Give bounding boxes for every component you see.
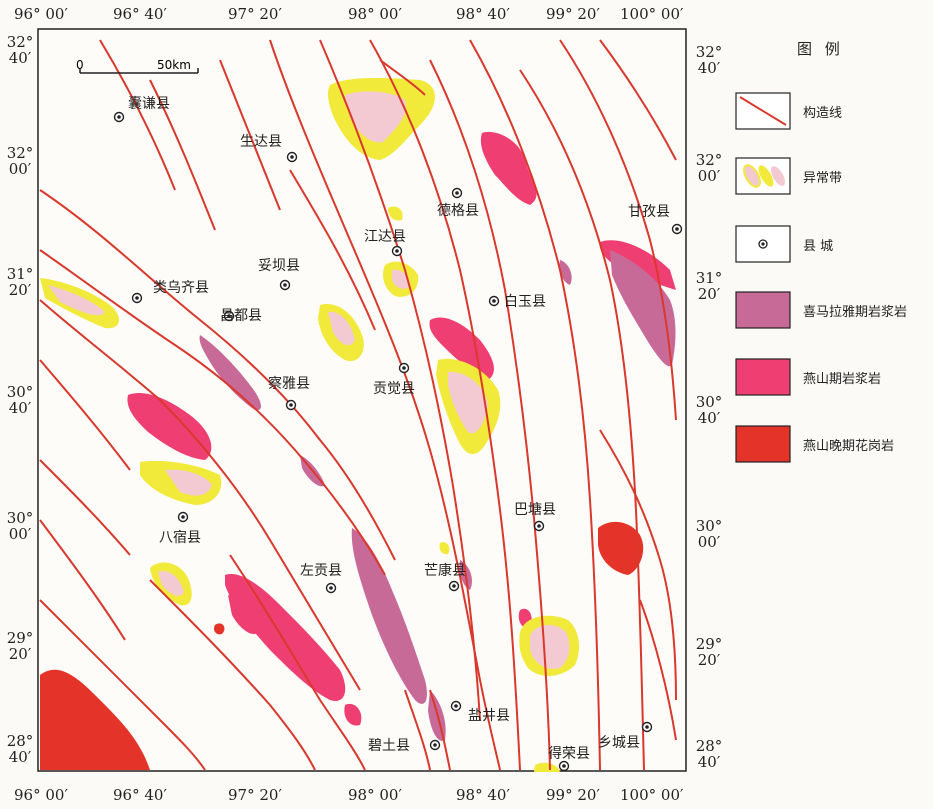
latitude-tick-right: 29° 20′	[695, 635, 723, 669]
legend-label: 燕山期岩浆岩	[803, 372, 882, 387]
county-label: 白玉县	[504, 294, 546, 310]
fault-lines	[39, 39, 677, 771]
longitude-tick-bottom: 98° 40′	[456, 786, 510, 804]
latitude-tick-left: 28° 40′	[6, 732, 34, 766]
county-marker-dot	[537, 524, 541, 528]
county-label: 德格县	[437, 203, 479, 219]
legend-label: 喜马拉雅期岩浆岩	[803, 305, 908, 320]
county-marker-dot	[329, 586, 333, 590]
county-label: 类乌齐县	[153, 280, 209, 296]
longitude-tick-top: 96° 40′	[113, 5, 167, 23]
longitude-tick-top: 98° 00′	[348, 5, 402, 23]
longitude-tick-top: 98° 40′	[456, 5, 510, 23]
latitude-tick-left: 31° 20′	[6, 265, 34, 299]
longitude-tick-top: 99° 20′	[546, 5, 600, 23]
latitude-tick-right: 30° 00′	[695, 517, 723, 551]
latitude-tick-left: 29° 20′	[6, 629, 34, 663]
county-label: 江达县	[364, 229, 406, 245]
county-marker-dot	[675, 227, 679, 231]
county-marker-dot	[455, 191, 459, 195]
latitude-tick-left: 32° 40′	[6, 33, 34, 67]
latitude-tick-right: 32° 00′	[695, 151, 723, 185]
county-marker-dot	[454, 704, 458, 708]
longitude-tick-bottom: 100° 00′	[620, 786, 684, 804]
county-label: 左贡县	[300, 563, 342, 579]
county-marker-dot	[562, 764, 566, 768]
legend-label: 异常带	[803, 171, 843, 186]
county-label: 察雅县	[268, 375, 310, 392]
yanshan-magmatic-bodies	[127, 131, 676, 726]
latitude-tick-right: 30° 40′	[695, 393, 723, 427]
county-label: 乡城县	[598, 735, 640, 751]
longitude-tick-bottom: 98° 00′	[348, 786, 402, 804]
longitude-tick-top: 100° 00′	[620, 5, 684, 23]
county-marker-dot	[283, 283, 287, 287]
county-label: 甘孜县	[628, 204, 670, 220]
legend-title: 图 例	[797, 40, 844, 58]
legend-label: 县 城	[803, 239, 834, 254]
county-marker-dot	[117, 115, 121, 119]
latitude-tick-left: 30° 00′	[6, 509, 34, 543]
county-label: 得荣县	[548, 745, 590, 762]
legend-label: 构造线	[803, 106, 843, 121]
legend-item-yanshan: 燕山期岩浆岩	[736, 359, 926, 395]
legend-item-granite: 燕山晚期花岗岩	[736, 426, 926, 462]
county-label: 生达县	[240, 134, 282, 150]
longitude-tick-top: 96° 00′	[14, 5, 68, 23]
scale-zero-label: 0	[76, 58, 84, 72]
longitude-tick-top: 97° 20′	[228, 5, 282, 23]
longitude-tick-bottom: 97° 20′	[228, 786, 282, 804]
legend-swatches	[735, 92, 791, 463]
county-marker-dot	[289, 403, 293, 407]
county-label: 囊谦县	[128, 95, 170, 112]
legend-item-himalayan: 喜马拉雅期岩浆岩	[736, 292, 926, 328]
scale-bar	[79, 68, 199, 74]
legend-label: 燕山晚期花岗岩	[803, 439, 895, 454]
granite-bodies	[40, 521, 644, 770]
county-marker-dot	[290, 155, 294, 159]
county-marker-dot	[227, 314, 231, 318]
county-marker-dot	[402, 366, 406, 370]
longitude-tick-bottom: 96° 40′	[113, 786, 167, 804]
county-label: 昌都县	[220, 308, 262, 324]
county-marker-dot	[395, 249, 399, 253]
county-marker-dot	[433, 743, 437, 747]
latitude-tick-left: 32° 00′	[6, 144, 34, 178]
legend-item-fault: 构造线	[736, 93, 926, 129]
latitude-tick-right: 28° 40′	[695, 737, 723, 771]
county-label: 芒康县	[424, 562, 466, 579]
county-label: 贡觉县	[373, 381, 415, 397]
county-label: 巴塘县	[514, 502, 556, 518]
latitude-tick-right: 32° 40′	[695, 43, 723, 77]
county-marker-dot	[452, 584, 456, 588]
county-marker-dot	[135, 296, 139, 300]
legend-item-county: 县 城	[736, 226, 926, 262]
county-marker-dot	[645, 725, 649, 729]
latitude-tick-right: 31° 20′	[695, 269, 723, 303]
legend-item-anomaly: 异常带	[736, 158, 926, 194]
county-label: 八宿县	[159, 529, 201, 546]
latitude-tick-left: 30° 40′	[6, 383, 34, 417]
county-label: 盐井县	[468, 708, 510, 724]
anomaly-zones	[40, 77, 580, 772]
longitude-tick-bottom: 96° 00′	[14, 786, 68, 804]
county-label: 妥坝县	[258, 258, 300, 274]
longitude-tick-bottom: 99° 20′	[546, 786, 600, 804]
county-marker-dot	[181, 515, 185, 519]
county-marker-dot	[492, 299, 496, 303]
county-label: 碧土县	[368, 738, 410, 754]
scale-distance-label: 50km	[157, 58, 191, 72]
